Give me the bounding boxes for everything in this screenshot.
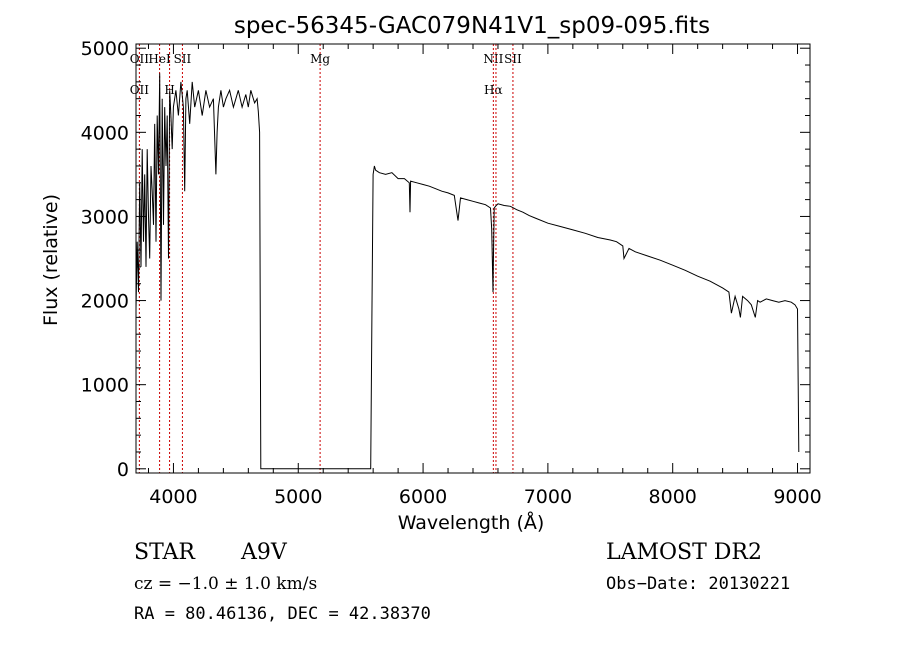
line-marker-label-secondary: OII — [130, 83, 150, 97]
y-tick-label: 3000 — [81, 206, 129, 228]
y-axis-label: Flux (relative) — [40, 194, 62, 326]
x-tick-label: 9000 — [773, 486, 821, 508]
x-axis-label: Wavelength (Å) — [398, 511, 545, 534]
survey-name: LAMOST DR2 — [606, 540, 762, 565]
line-marker-label-secondary: Hα — [484, 83, 503, 97]
ra-dec-coordinates: RA = 80.46136, DEC = 42.38370 — [134, 604, 431, 624]
line-marker-label: Mg — [310, 52, 330, 66]
axis-ticks: 4000 5000 6000 7000 8000 9000 0 1000 2000 3000 400… — [81, 38, 822, 508]
series-layer — [135, 73, 800, 470]
x-tick-label: 6000 — [399, 486, 447, 508]
object-subclass: A9V — [240, 540, 288, 565]
object-class: STAR — [134, 540, 196, 565]
line-marker-label: OII — [130, 52, 150, 66]
line-marker-label: HeI — [148, 52, 171, 66]
x-tick-label: 5000 — [274, 486, 322, 508]
y-tick-label: 0 — [117, 459, 129, 481]
y-tick-label: 1000 — [81, 375, 129, 397]
line-marker-label: NII — [483, 52, 503, 66]
plot-frame — [135, 43, 811, 474]
line-marker-label: SII — [174, 52, 192, 66]
y-tick-label: 4000 — [81, 122, 129, 144]
y-tick-label: 5000 — [81, 38, 129, 60]
spectrum-series-line — [135, 73, 800, 470]
x-tick-label: 4000 — [149, 486, 197, 508]
x-tick-label: 7000 — [524, 486, 572, 508]
line-marker-label: SII — [504, 52, 522, 66]
line-marker-label-secondary: H — [164, 83, 174, 97]
observation-date: Obs−Date: 20130221 — [606, 574, 790, 594]
chart-title: spec-56345-GAC079N41V1_sp09-095.fits — [234, 13, 710, 39]
x-tick-label: 8000 — [649, 486, 697, 508]
redshift-cz: cz = −1.0 ± 1.0 km/s — [134, 574, 317, 594]
y-tick-label: 2000 — [81, 291, 129, 313]
